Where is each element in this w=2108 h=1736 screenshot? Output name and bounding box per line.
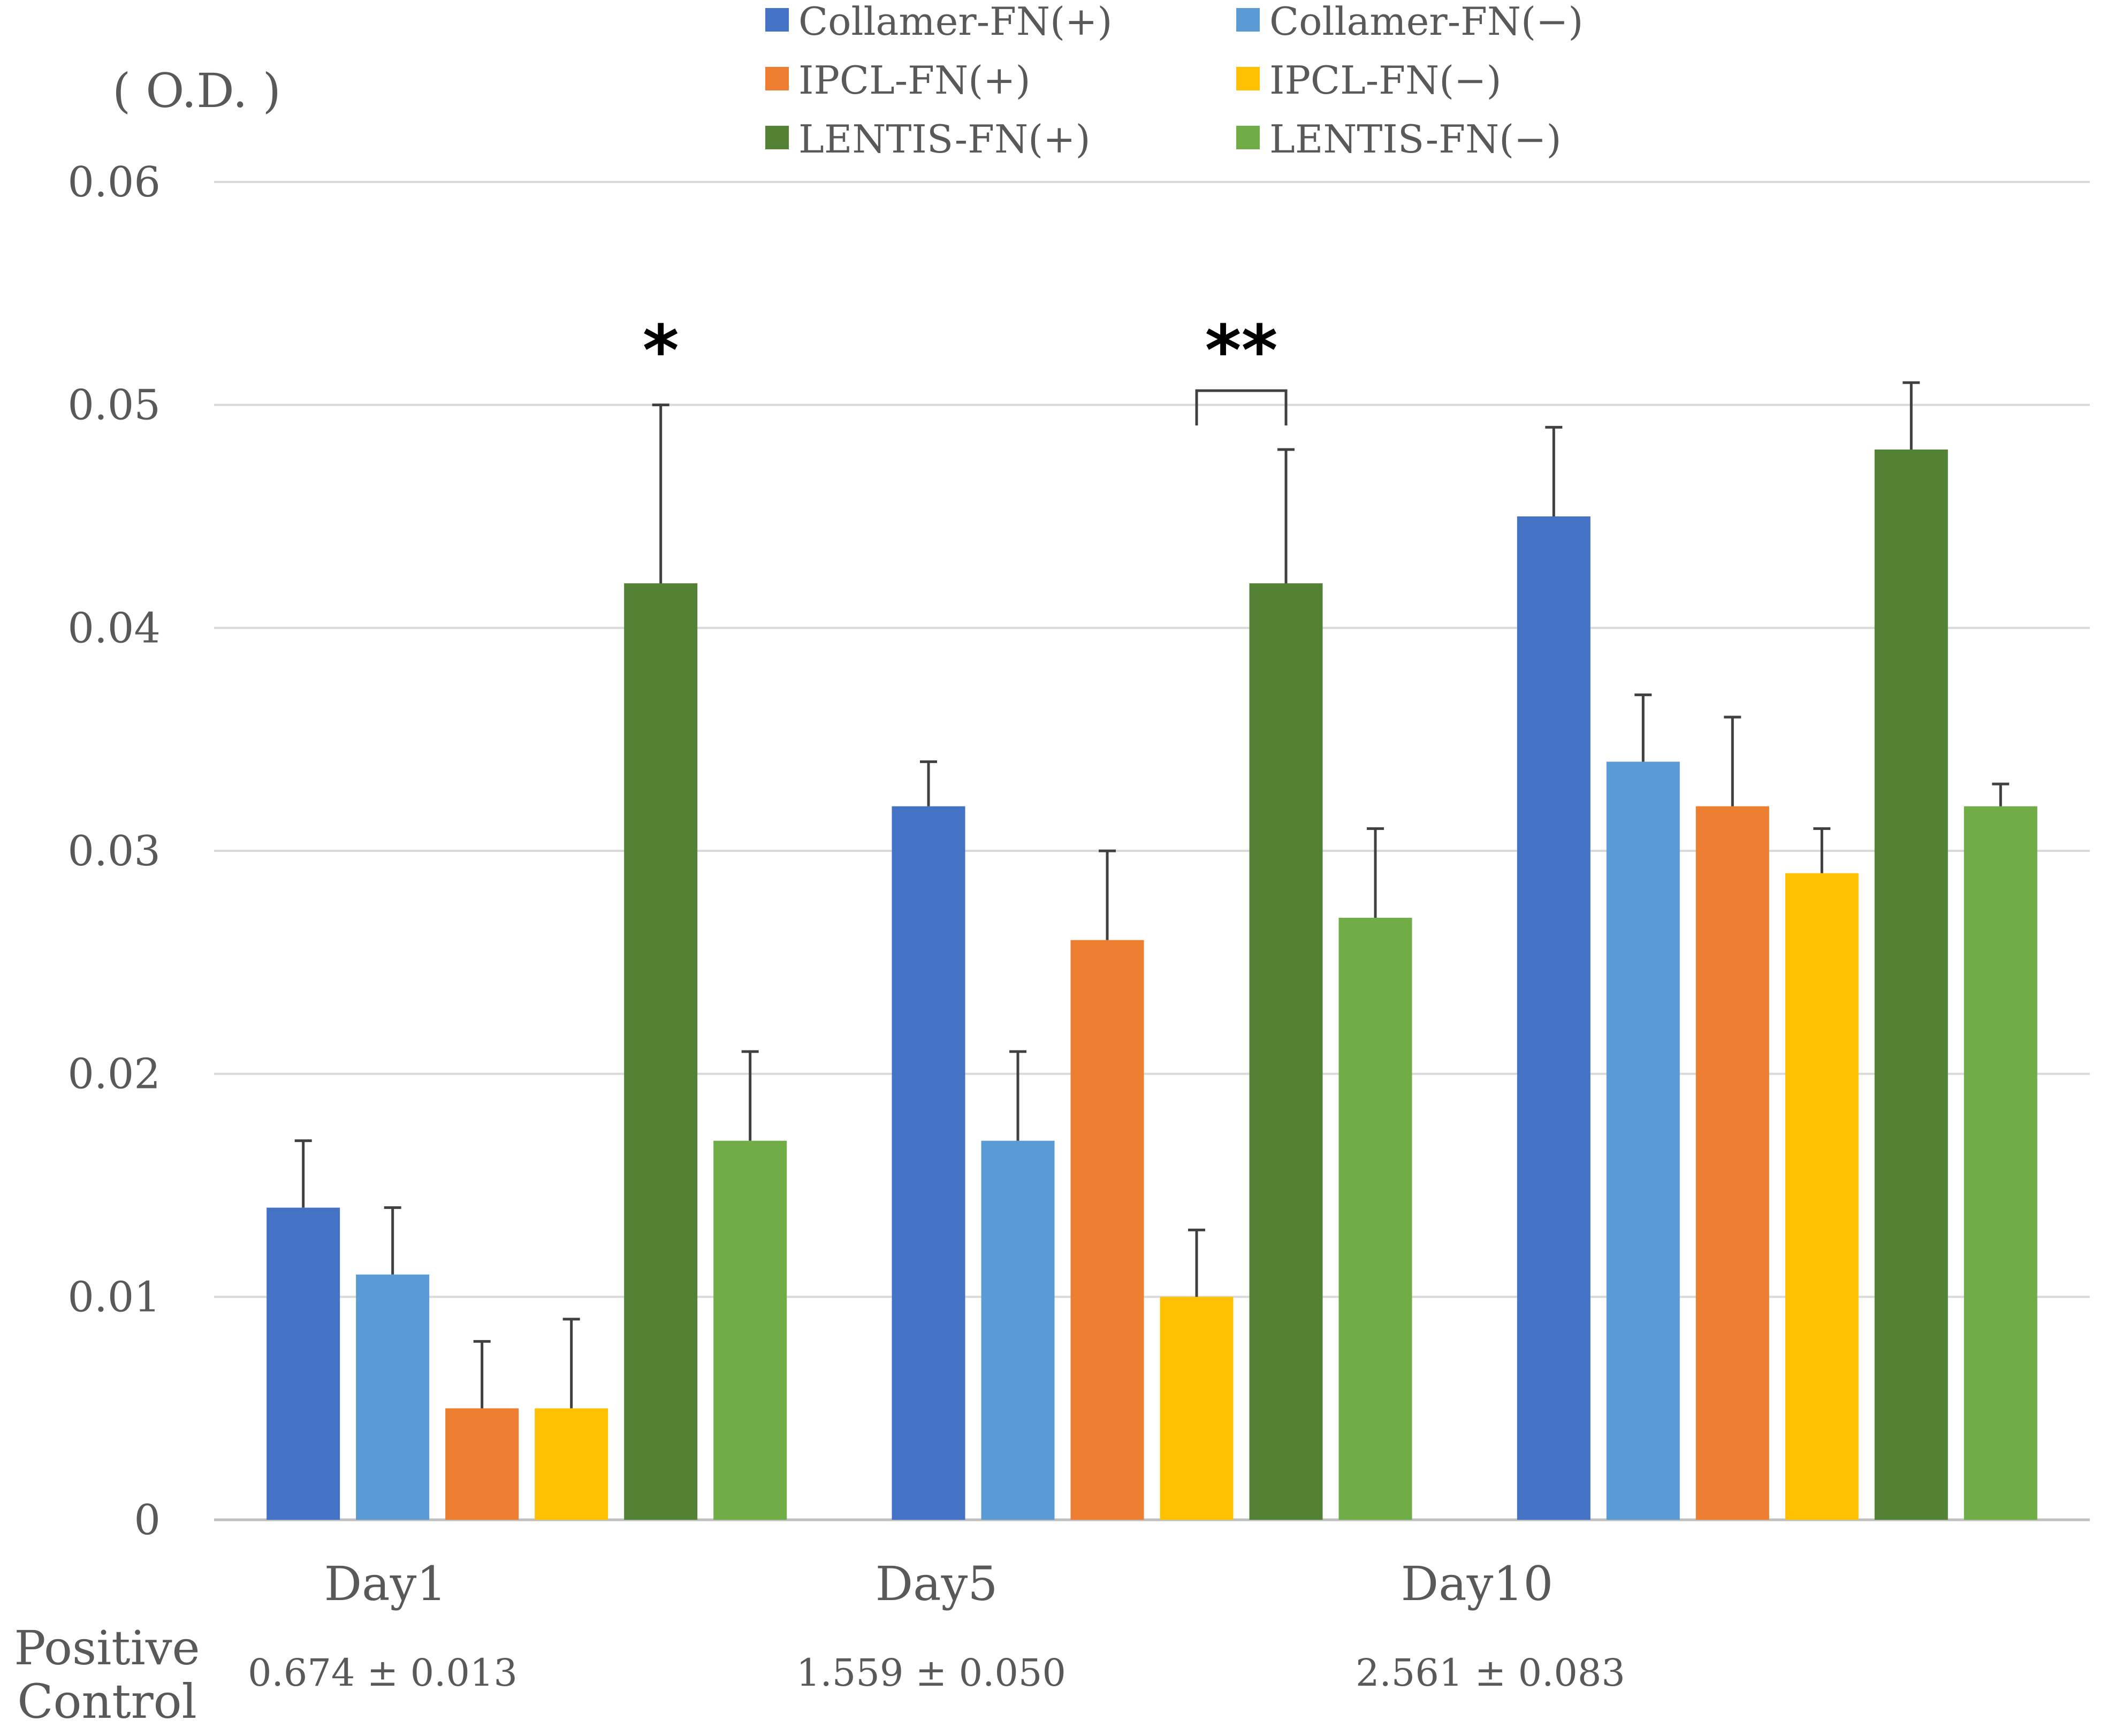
positive-control-value-Day10: 2.561 ± 0.083	[1356, 1651, 1625, 1695]
bars	[267, 450, 2037, 1520]
legend-label-IPCL-FN(−): IPCL-FN(−)	[1269, 58, 1502, 103]
error-bars	[294, 381, 2010, 1408]
legend-label-LENTIS-FN(+): LENTIS-FN(+)	[798, 117, 1091, 162]
bar-Day5-LENTIS-FN(+)	[1249, 583, 1323, 1520]
bar-Day10-IPCL-FN(+)	[1695, 806, 1769, 1520]
gridlines	[214, 181, 2090, 1521]
positive-control-label-line2: Control	[17, 1674, 197, 1729]
significance-annotations: * **	[643, 310, 1288, 425]
bar-Day1-Collamer-FN(−)	[356, 1274, 430, 1520]
bar-Day5-LENTIS-FN(−)	[1338, 918, 1412, 1520]
y-tick-0.02: 0.02	[67, 1050, 161, 1099]
bar-Day1-LENTIS-FN(−)	[713, 1140, 787, 1520]
y-tick-0.04: 0.04	[67, 604, 161, 652]
category-label-Day1: Day1	[324, 1556, 447, 1611]
x-axis-categories: Day1 Day5 Day10	[324, 1556, 1554, 1611]
legend-label-Collamer-FN(−): Collamer-FN(−)	[1269, 0, 1584, 44]
legend-swatch-LENTIS-FN(−)	[1236, 126, 1260, 149]
bar-Day10-Collamer-FN(+)	[1517, 516, 1590, 1520]
legend-swatch-Collamer-FN(+)	[765, 8, 789, 32]
legend-swatch-IPCL-FN(+)	[765, 67, 789, 90]
significance-marker-0: *	[643, 310, 679, 391]
legend-label-Collamer-FN(+): Collamer-FN(+)	[798, 0, 1113, 44]
legend-label-LENTIS-FN(−): LENTIS-FN(−)	[1269, 117, 1562, 162]
positive-control: Positive Control 0.674 ± 0.013 1.559 ± 0.…	[14, 1620, 1625, 1729]
bar-Day10-Collamer-FN(−)	[1606, 762, 1680, 1520]
bar-Day1-IPCL-FN(−)	[535, 1408, 608, 1520]
bar-Day1-Collamer-FN(+)	[267, 1207, 340, 1520]
y-axis-label: ( O.D. )	[112, 63, 281, 118]
significance-bracket-1	[1195, 389, 1288, 425]
bar-Day10-LENTIS-FN(+)	[1874, 450, 1948, 1520]
bar-Day5-IPCL-FN(−)	[1160, 1297, 1234, 1520]
legend: Collamer-FN(+) Collamer-FN(−) IPCL-FN(+) IP…	[765, 0, 1584, 162]
category-label-Day5: Day5	[876, 1556, 998, 1611]
legend-swatch-LENTIS-FN(+)	[765, 126, 789, 149]
legend-swatch-Collamer-FN(−)	[1236, 8, 1260, 32]
positive-control-value-Day1: 0.674 ± 0.013	[248, 1651, 518, 1695]
positive-control-label-line1: Positive	[14, 1620, 200, 1676]
bar-Day5-Collamer-FN(−)	[981, 1140, 1055, 1520]
y-tick-0.05: 0.05	[67, 382, 161, 430]
y-tick-0.06: 0.06	[67, 158, 161, 207]
y-tick-0.03: 0.03	[67, 827, 161, 875]
bar-Day5-IPCL-FN(+)	[1070, 940, 1144, 1520]
legend-swatch-IPCL-FN(−)	[1236, 67, 1260, 90]
bar-Day5-Collamer-FN(+)	[892, 806, 965, 1520]
y-tick-0: 0	[134, 1496, 161, 1544]
category-label-Day10: Day10	[1401, 1556, 1554, 1611]
legend-label-IPCL-FN(+): IPCL-FN(+)	[798, 58, 1031, 103]
bar-Day1-LENTIS-FN(+)	[624, 583, 698, 1520]
bar-Day10-LENTIS-FN(−)	[1964, 806, 2037, 1520]
significance-marker-1: **	[1205, 310, 1278, 391]
bar-Day10-IPCL-FN(−)	[1785, 873, 1859, 1520]
y-tick-0.01: 0.01	[67, 1273, 161, 1321]
y-axis-ticks: 0 0.01 0.02 0.03 0.04 0.05 0.06	[67, 158, 161, 1544]
bar-Day1-IPCL-FN(+)	[445, 1408, 519, 1520]
positive-control-value-Day5: 1.559 ± 0.050	[796, 1651, 1066, 1695]
